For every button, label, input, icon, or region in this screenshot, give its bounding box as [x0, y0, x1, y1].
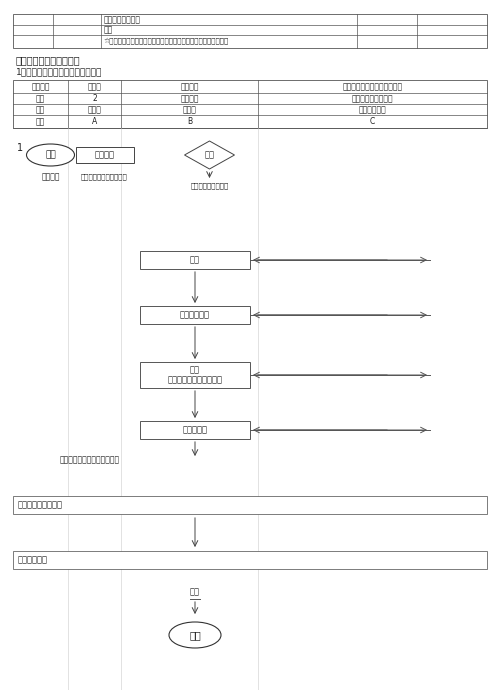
Text: 2: 2	[92, 94, 97, 103]
Text: 层次: 层次	[36, 94, 45, 103]
Text: 办理投资计划: 办理投资计划	[180, 310, 210, 319]
Text: 开始: 开始	[45, 150, 56, 159]
Text: 单位: 单位	[36, 105, 45, 114]
Text: 1．房地产项目立项管理工作流程图: 1．房地产项目立项管理工作流程图	[16, 68, 102, 77]
Bar	[13, 496, 487, 514]
Bar	[140, 306, 250, 324]
Bar	[76, 147, 134, 163]
Text: 项目部: 项目部	[182, 105, 196, 114]
Text: 《工程规划总图》等文件: 《工程规划总图》等文件	[168, 375, 222, 384]
Text: 买地、拆迁: 买地、拆迁	[182, 426, 208, 435]
Text: 总经理: 总经理	[88, 105, 102, 114]
Text: 1: 1	[17, 143, 23, 153]
Text: A: A	[92, 117, 97, 126]
Text: 缴纳各种费用: 缴纳各种费用	[18, 555, 48, 564]
Polygon shape	[184, 141, 234, 169]
Text: 项目部: 项目部	[88, 82, 102, 91]
Text: 流程名称: 流程名称	[180, 82, 199, 91]
Bar	[13, 14, 487, 48]
Text: 取得: 取得	[190, 366, 200, 375]
Bar	[13, 551, 487, 569]
Bar	[140, 251, 250, 269]
Text: 节点: 节点	[36, 117, 45, 126]
Text: 核发《要点通知书》: 核发《要点通知书》	[190, 183, 228, 189]
Text: 开始: 开始	[189, 630, 201, 640]
Text: C: C	[370, 117, 375, 126]
Text: 取证: 取证	[190, 587, 200, 596]
Text: 签订《土地有偿使用合同》斗: 签订《土地有偿使用合同》斗	[60, 455, 120, 464]
Text: 选址: 选址	[190, 255, 200, 264]
Text: B: B	[187, 117, 192, 126]
Text: 相关政府部门: 相关政府部门	[358, 105, 386, 114]
Text: 立项决策: 立项决策	[41, 172, 60, 181]
Bar	[140, 421, 250, 439]
Text: 二、房地产项目立项管理: 二、房地产项目立项管理	[16, 55, 80, 65]
Ellipse shape	[26, 144, 74, 166]
Text: 任务概要: 任务概要	[180, 94, 199, 103]
Text: 编制《项目立项建议书》: 编制《项目立项建议书》	[81, 174, 128, 180]
Ellipse shape	[169, 622, 221, 648]
Text: 的编制和立项实施: 的编制和立项实施	[104, 15, 141, 24]
Text: 房地产项目立项管理: 房地产项目立项管理	[352, 94, 394, 103]
Bar	[140, 362, 250, 388]
Text: 房地产项目立项管理工作流程: 房地产项目立项管理工作流程	[342, 82, 402, 91]
Text: 单位名称: 单位名称	[31, 82, 50, 91]
Text: 规划要点: 规划要点	[94, 150, 114, 159]
Text: 办理《施工许可证》: 办理《施工许可证》	[18, 500, 63, 509]
Text: 标准: 标准	[104, 26, 113, 34]
Text: 审批: 审批	[204, 150, 214, 159]
Text: ☆编制《项目可行性分析报告》，要坚持客观、实际、具体的标准: ☆编制《项目可行性分析报告》，要坚持客观、实际、具体的标准	[104, 38, 229, 45]
Bar	[13, 80, 487, 128]
